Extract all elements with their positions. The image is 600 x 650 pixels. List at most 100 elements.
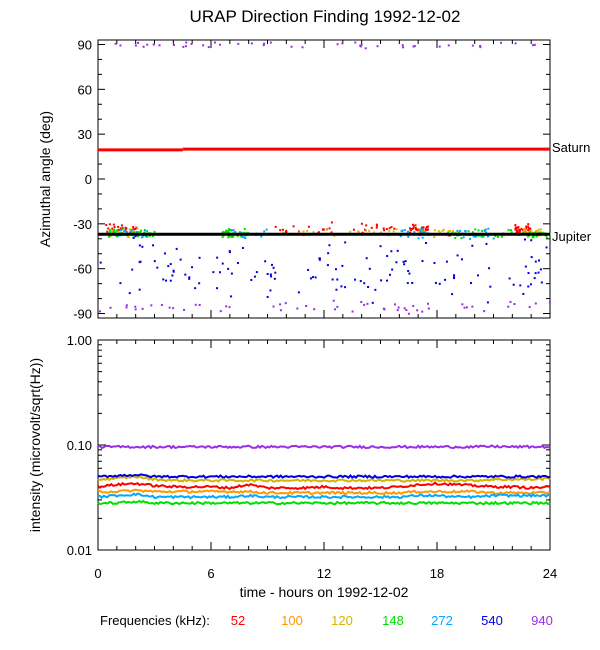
scatter-point	[518, 230, 521, 233]
scatter-point	[545, 236, 548, 239]
scatter-point	[120, 224, 123, 227]
scatter-point	[412, 305, 415, 308]
scatter-point	[336, 305, 339, 308]
top-panel-frame	[97, 39, 551, 319]
scatter-point	[219, 310, 222, 313]
scatter-point	[405, 309, 408, 312]
scatter-point	[445, 260, 448, 263]
scatter-point	[453, 276, 456, 279]
scatter-point	[221, 231, 224, 234]
scatter-point	[266, 273, 269, 276]
scatter-point	[375, 223, 378, 226]
scatter-point	[225, 229, 228, 232]
scatter-point	[439, 231, 442, 234]
top-y-tick-label: 60	[78, 82, 92, 97]
scatter-point	[388, 273, 391, 276]
scatter-point	[442, 228, 445, 231]
scatter-point	[519, 284, 522, 287]
scatter-point	[269, 289, 272, 292]
scatter-point	[116, 229, 119, 232]
scatter-point	[520, 227, 523, 230]
scatter-point	[351, 310, 354, 313]
scatter-point	[172, 270, 175, 273]
scatter-point	[467, 230, 470, 233]
scatter-point	[264, 260, 267, 263]
scatter-point	[479, 44, 482, 47]
scatter-point	[481, 229, 484, 232]
scatter-point	[349, 230, 352, 233]
scatter-point	[360, 301, 363, 304]
scatter-point	[301, 46, 304, 49]
scatter-point	[152, 43, 155, 46]
bottom-y-tick-label: 0.01	[67, 543, 92, 558]
scatter-point	[331, 278, 334, 281]
scatter-point	[427, 225, 430, 228]
top-scatter-data	[98, 41, 551, 315]
scatter-point	[529, 227, 532, 230]
scatter-point	[527, 226, 530, 229]
scatter-point	[156, 266, 159, 269]
scatter-point	[512, 283, 515, 286]
scatter-point	[510, 229, 513, 232]
scatter-point	[412, 225, 415, 228]
scatter-point	[535, 235, 538, 238]
scatter-point	[425, 226, 428, 229]
scatter-point	[344, 241, 347, 244]
scatter-point	[241, 235, 244, 238]
scatter-point	[545, 246, 548, 249]
scatter-point	[172, 44, 175, 47]
scatter-point	[536, 231, 539, 234]
scatter-point	[481, 235, 484, 238]
scatter-point	[386, 279, 389, 282]
series-line-148	[97, 499, 551, 506]
scatter-point	[371, 301, 374, 304]
scatter-point	[216, 256, 219, 259]
scatter-point	[150, 304, 153, 307]
scatter-point	[135, 226, 138, 229]
scatter-point	[141, 245, 144, 248]
scatter-point	[119, 227, 122, 230]
scatter-point	[462, 236, 465, 239]
scatter-point	[297, 291, 300, 294]
scatter-point	[487, 227, 490, 230]
scatter-point	[403, 263, 406, 266]
scatter-point	[434, 281, 437, 284]
bottom-y-axis-label: intensity (microvolt/sqrt(Hz))	[27, 358, 43, 532]
scatter-point	[310, 277, 313, 280]
scatter-point	[165, 279, 168, 282]
scatter-point	[236, 235, 239, 238]
scatter-point	[284, 302, 287, 305]
scatter-point	[334, 268, 337, 271]
scatter-point	[365, 224, 368, 227]
scatter-point	[230, 229, 233, 232]
scatter-point	[132, 229, 135, 232]
scatter-point	[332, 299, 335, 302]
scatter-point	[449, 229, 452, 232]
scatter-point	[528, 306, 531, 309]
scatter-point	[333, 308, 336, 311]
scatter-point	[152, 244, 155, 247]
scatter-point	[134, 305, 137, 308]
scatter-point	[136, 231, 139, 234]
scatter-point	[471, 244, 474, 247]
scatter-point	[110, 231, 113, 234]
top-y-tick-label: 90	[78, 37, 92, 52]
scatter-point	[366, 302, 369, 305]
scatter-point	[361, 231, 364, 234]
scatter-point	[128, 292, 131, 295]
scatter-point	[125, 304, 128, 307]
scatter-point	[146, 43, 149, 46]
scatter-point	[376, 45, 379, 48]
scatter-point	[530, 231, 533, 234]
scatter-point	[427, 307, 430, 310]
scatter-point	[373, 231, 376, 234]
scatter-point	[456, 254, 459, 257]
scatter-point	[522, 292, 525, 295]
scatter-point	[160, 303, 163, 306]
scatter-point	[424, 229, 427, 232]
scatter-point	[328, 227, 331, 230]
scatter-point	[527, 223, 530, 226]
scatter-point	[188, 276, 191, 279]
scatter-point	[471, 44, 474, 47]
scatter-point	[533, 277, 536, 280]
